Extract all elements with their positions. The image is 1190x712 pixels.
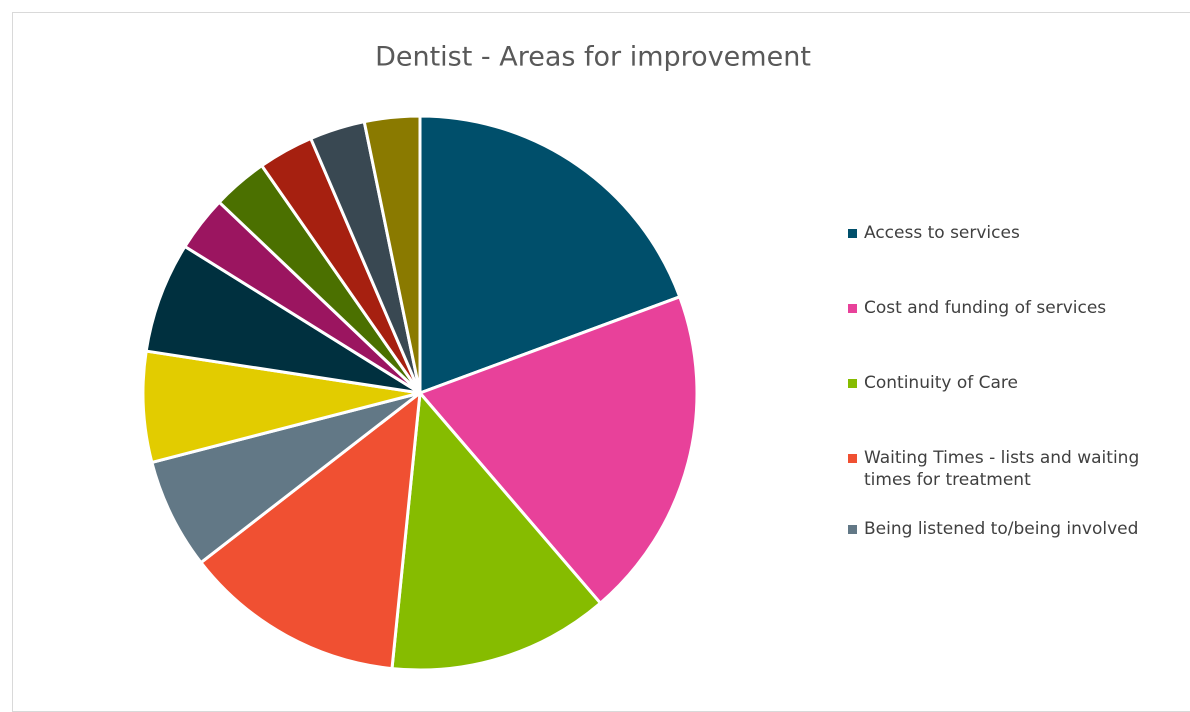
- legend-label: Waiting Times - lists and waiting times …: [864, 448, 1140, 490]
- legend-swatch: [848, 454, 857, 463]
- legend-item: Access to services: [848, 222, 1178, 244]
- legend-item: Being listened to/being involved: [848, 518, 1178, 540]
- legend-swatch: [848, 379, 857, 388]
- pie-slice: [150, 391, 422, 565]
- pie-slice: [199, 391, 422, 671]
- legend-label: Cost and funding of services: [864, 298, 1107, 318]
- legend-item: Waiting Times - lists and waiting times …: [848, 447, 1178, 491]
- legend-item: Cost and funding of services: [848, 297, 1178, 319]
- legend-label: Being listened to/being involved: [864, 519, 1139, 539]
- chart-title: Dentist - Areas for improvement: [375, 42, 811, 73]
- legend-label: Access to services: [864, 223, 1020, 243]
- pie-slice: [390, 391, 602, 672]
- legend-label: Continuity of Care: [864, 373, 1018, 393]
- legend-swatch: [848, 304, 857, 313]
- pie-slice: [141, 349, 422, 464]
- legend-swatch: [848, 229, 857, 238]
- legend-item: Continuity of Care: [848, 372, 1178, 394]
- pie-slice: [418, 114, 682, 395]
- pie-slice: [144, 244, 422, 395]
- chart: Dentist - Areas for improvement: [141, 42, 811, 672]
- pie-slice: [418, 295, 699, 605]
- legend-swatch: [848, 525, 857, 534]
- pie-slice: [362, 114, 422, 395]
